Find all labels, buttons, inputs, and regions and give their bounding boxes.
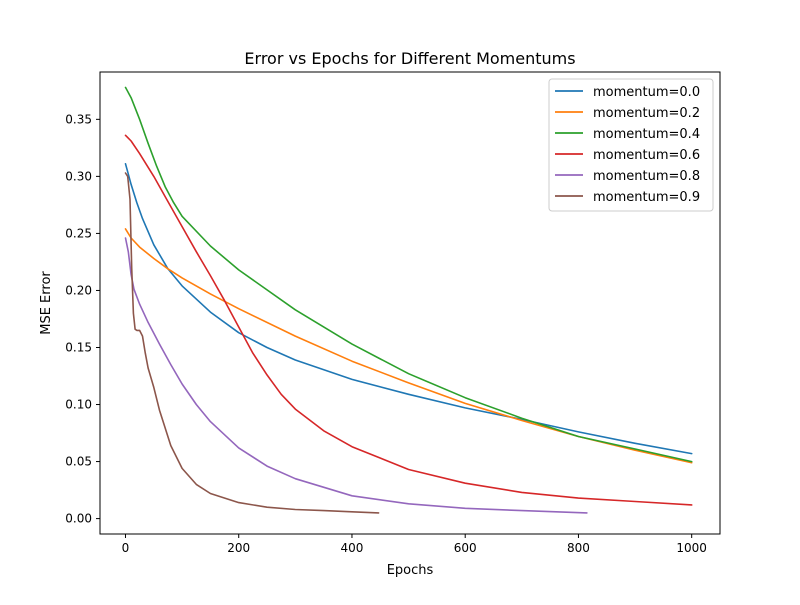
legend-label-5: momentum=0.9 [593, 190, 700, 205]
y-tick-label: 0.10 [65, 398, 92, 412]
y-tick-label: 0.15 [65, 340, 92, 354]
y-tick-label: 0.05 [65, 455, 92, 469]
axes-frame [99, 71, 721, 535]
x-axis-label: Epochs [387, 563, 434, 578]
x-tick-label: 400 [341, 541, 364, 555]
chart-title: Error vs Epochs for Different Momentums [244, 49, 575, 68]
legend: momentum=0.0 momentum=0.2 momentum=0.4 mome… [548, 78, 714, 212]
series-line-3 [124, 134, 693, 506]
x-tick-label: 600 [454, 541, 477, 555]
y-tick-label: 0.25 [65, 226, 92, 240]
x-tick-label: 0 [122, 541, 130, 555]
y-tick-label: 0.30 [65, 169, 92, 183]
x-tick-label: 1000 [676, 541, 707, 555]
y-axis-label: MSE Error [39, 271, 54, 335]
y-tick-label: 0.20 [65, 283, 92, 297]
legend-box [548, 78, 714, 212]
y-tick-label: 0.00 [65, 512, 92, 526]
legend-label-4: momentum=0.8 [593, 169, 700, 184]
series-line-2 [124, 86, 693, 463]
plot-area [99, 71, 721, 535]
legend-label-1: momentum=0.2 [593, 106, 700, 121]
x-tick-label: 200 [227, 541, 250, 555]
legend-label-3: momentum=0.6 [593, 148, 700, 163]
x-tick-label: 800 [567, 541, 590, 555]
series-line-5 [124, 172, 380, 514]
y-axis: 0.00 0.05 0.10 0.15 0.20 0.25 0.30 0.35 [65, 112, 100, 526]
x-axis: 0 200 400 600 800 1000 [122, 534, 707, 555]
y-tick-label: 0.35 [65, 112, 92, 126]
series-line-1 [124, 228, 693, 464]
legend-label-2: momentum=0.4 [593, 127, 700, 142]
legend-label-0: momentum=0.0 [593, 85, 700, 100]
series-line-4 [124, 237, 588, 514]
